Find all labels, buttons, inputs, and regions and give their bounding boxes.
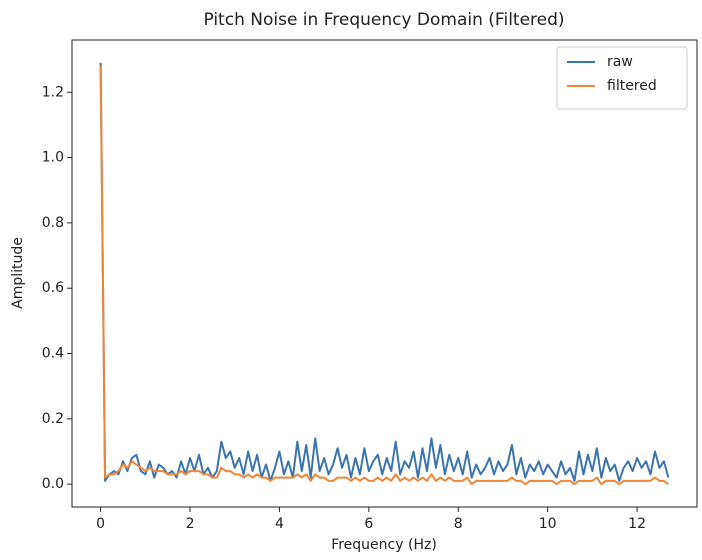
legend-label: raw [607,54,633,70]
legend-label: filtered [607,78,657,94]
series-line [99,66,669,486]
y-axis-label: Amplitude [10,237,26,309]
x-tick-label: 10 [539,516,557,532]
x-tick-label: 6 [364,516,373,532]
x-tick-label: 12 [628,516,646,532]
x-tick-label: 0 [96,516,105,532]
y-tick-label: 0.2 [42,411,64,427]
chart-title: Pitch Noise in Frequency Domain (Filtere… [203,10,564,30]
y-tick-label: 1.0 [42,150,64,166]
y-tick-label: 0.6 [42,280,64,296]
x-tick-label: 8 [454,516,463,532]
y-tick-label: 0.8 [42,215,64,231]
x-tick-label: 4 [275,516,284,532]
y-tick-label: 1.2 [42,84,64,100]
x-axis-label: Frequency (Hz) [331,537,437,553]
y-tick-label: 0.0 [42,476,64,492]
y-tick-label: 0.4 [42,346,64,362]
x-tick-label: 2 [186,516,195,532]
plot-frame [71,39,698,508]
series-line [99,62,670,482]
